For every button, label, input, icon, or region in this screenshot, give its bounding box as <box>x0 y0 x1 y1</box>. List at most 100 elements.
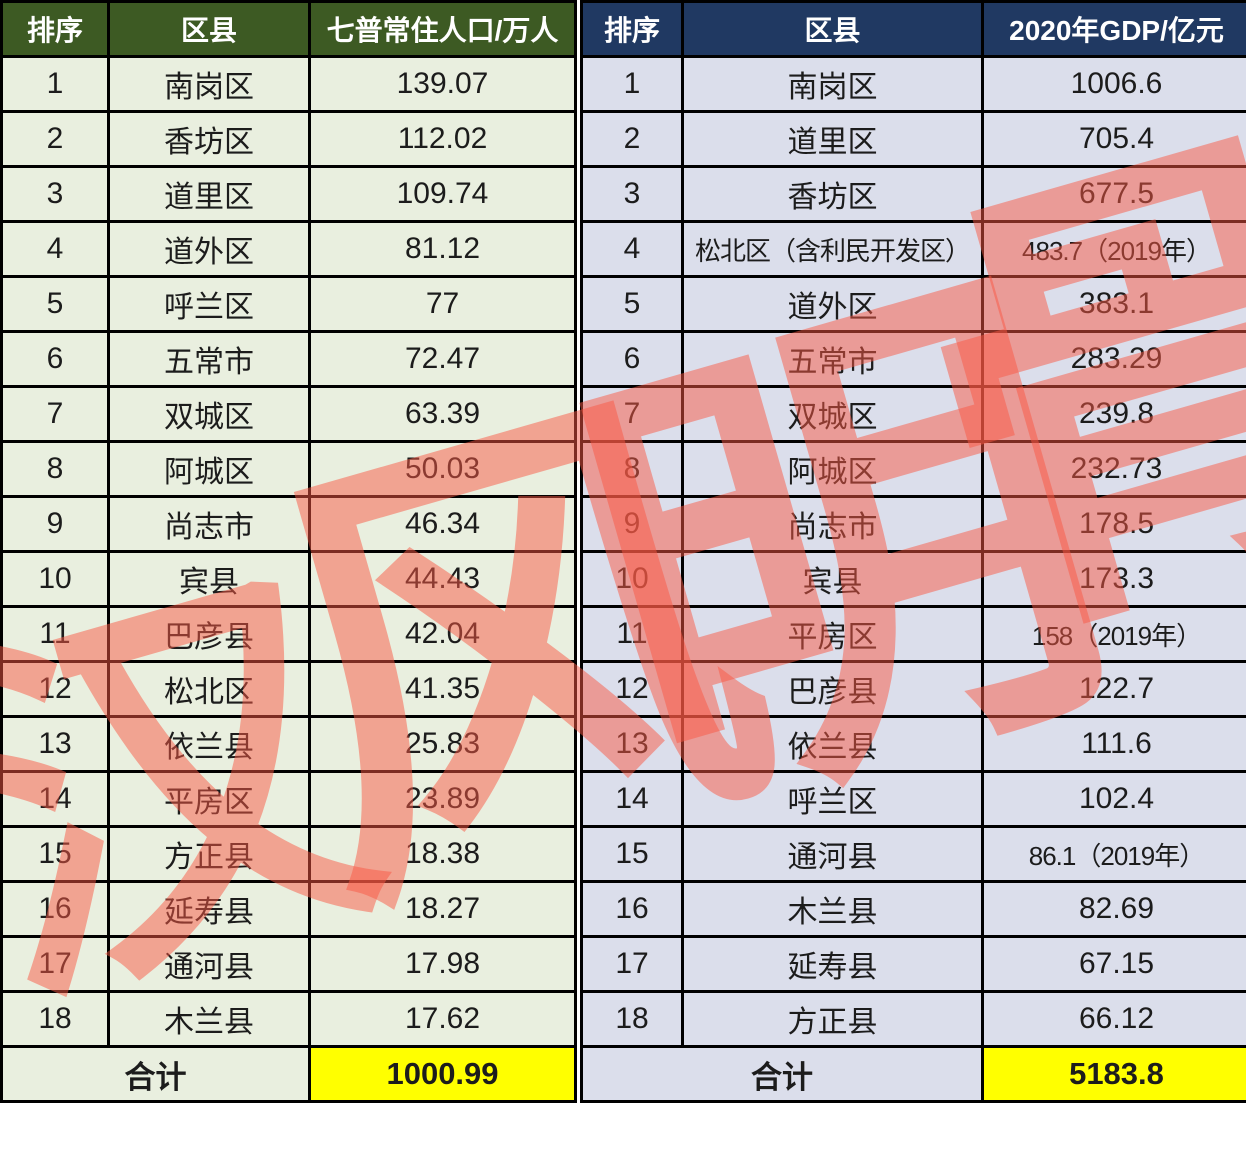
cell-district: 呼兰区 <box>681 770 984 828</box>
cell-value: 677.5 <box>981 165 1246 223</box>
table-row: 7 双城区 239.8 <box>580 385 1246 443</box>
cell-value: 178.5 <box>981 495 1246 553</box>
cell-value: 18.27 <box>308 880 577 938</box>
cell-rank: 8 <box>0 440 110 498</box>
cell-value: 23.89 <box>308 770 577 828</box>
cell-value: 139.07 <box>308 55 577 113</box>
cell-district: 道里区 <box>107 165 311 223</box>
cell-district: 方正县 <box>107 825 311 883</box>
cell-district: 通河县 <box>681 825 984 883</box>
gdp-header-row: 排序 区县 2020年GDP/亿元 <box>580 0 1246 58</box>
cell-rank: 4 <box>580 220 684 278</box>
table-row: 12 松北区 41.35 <box>0 660 577 718</box>
cell-rank: 6 <box>0 330 110 388</box>
population-table-body: 1 南岗区 139.07 2 香坊区 112.02 3 道里区 109.74 4 道外区 81.12 5… <box>0 55 577 1048</box>
table-row: 15 通河县 86.1（2019年） <box>580 825 1246 883</box>
cell-value: 17.62 <box>308 990 577 1048</box>
cell-district: 通河县 <box>107 935 311 993</box>
cell-district: 巴彦县 <box>107 605 311 663</box>
cell-value: 44.43 <box>308 550 577 608</box>
gdp-total-label: 合计 <box>580 1045 984 1103</box>
table-row: 16 延寿县 18.27 <box>0 880 577 938</box>
cell-rank: 15 <box>580 825 684 883</box>
cell-district: 南岗区 <box>107 55 311 113</box>
cell-rank: 13 <box>580 715 684 773</box>
cell-district: 巴彦县 <box>681 660 984 718</box>
table-row: 8 阿城区 232.73 <box>580 440 1246 498</box>
cell-value: 102.4 <box>981 770 1246 828</box>
cell-district: 松北区 <box>107 660 311 718</box>
cell-rank: 1 <box>0 55 110 113</box>
cell-rank: 12 <box>580 660 684 718</box>
cell-district: 平房区 <box>107 770 311 828</box>
gdp-table-body: 1 南岗区 1006.6 2 道里区 705.4 3 香坊区 677.5 4 松北区（含利民开发区）… <box>580 55 1246 1048</box>
cell-district: 依兰县 <box>681 715 984 773</box>
table-row: 4 松北区（含利民开发区） 483.7（2019年） <box>580 220 1246 278</box>
cell-value: 705.4 <box>981 110 1246 168</box>
cell-rank: 17 <box>580 935 684 993</box>
cell-rank: 11 <box>580 605 684 663</box>
cell-value: 383.1 <box>981 275 1246 333</box>
table-row: 5 道外区 383.1 <box>580 275 1246 333</box>
table-row: 1 南岗区 139.07 <box>0 55 577 113</box>
cell-value: 72.47 <box>308 330 577 388</box>
table-row: 8 阿城区 50.03 <box>0 440 577 498</box>
cell-district: 延寿县 <box>681 935 984 993</box>
cell-district: 道外区 <box>107 220 311 278</box>
cell-rank: 12 <box>0 660 110 718</box>
population-value-header: 七普常住人口/万人 <box>308 0 577 58</box>
cell-district: 依兰县 <box>107 715 311 773</box>
table-row: 9 尚志市 178.5 <box>580 495 1246 553</box>
cell-rank: 17 <box>0 935 110 993</box>
table-row: 17 通河县 17.98 <box>0 935 577 993</box>
table-row: 17 延寿县 67.15 <box>580 935 1246 993</box>
cell-rank: 14 <box>0 770 110 828</box>
cell-value: 18.38 <box>308 825 577 883</box>
table-row: 7 双城区 63.39 <box>0 385 577 443</box>
gdp-value-header: 2020年GDP/亿元 <box>981 0 1246 58</box>
cell-value: 66.12 <box>981 990 1246 1048</box>
cell-value: 283.29 <box>981 330 1246 388</box>
cell-rank: 6 <box>580 330 684 388</box>
table-row: 3 香坊区 677.5 <box>580 165 1246 223</box>
cell-rank: 1 <box>580 55 684 113</box>
table-row: 9 尚志市 46.34 <box>0 495 577 553</box>
cell-rank: 8 <box>580 440 684 498</box>
population-rank-header: 排序 <box>0 0 110 58</box>
cell-value: 483.7（2019年） <box>981 220 1246 278</box>
cell-district: 宾县 <box>107 550 311 608</box>
cell-value: 41.35 <box>308 660 577 718</box>
cell-rank: 3 <box>580 165 684 223</box>
table-row: 14 平房区 23.89 <box>0 770 577 828</box>
cell-rank: 4 <box>0 220 110 278</box>
population-district-header: 区县 <box>107 0 311 58</box>
cell-district: 南岗区 <box>681 55 984 113</box>
table-row: 18 方正县 66.12 <box>580 990 1246 1048</box>
cell-rank: 16 <box>0 880 110 938</box>
cell-district: 尚志市 <box>681 495 984 553</box>
cell-district: 方正县 <box>681 990 984 1048</box>
cell-value: 82.69 <box>981 880 1246 938</box>
gdp-total-row: 合计 5183.8 <box>580 1045 1246 1103</box>
cell-value: 25.83 <box>308 715 577 773</box>
table-row: 10 宾县 173.3 <box>580 550 1246 608</box>
cell-rank: 5 <box>580 275 684 333</box>
table-row: 2 道里区 705.4 <box>580 110 1246 168</box>
table-row: 18 木兰县 17.62 <box>0 990 577 1048</box>
table-row: 3 道里区 109.74 <box>0 165 577 223</box>
cell-value: 50.03 <box>308 440 577 498</box>
cell-district: 双城区 <box>681 385 984 443</box>
cell-rank: 14 <box>580 770 684 828</box>
cell-value: 46.34 <box>308 495 577 553</box>
cell-value: 158（2019年） <box>981 605 1246 663</box>
table-row: 6 五常市 283.29 <box>580 330 1246 388</box>
cell-value: 81.12 <box>308 220 577 278</box>
cell-district: 五常市 <box>681 330 984 388</box>
cell-district: 延寿县 <box>107 880 311 938</box>
table-row: 16 木兰县 82.69 <box>580 880 1246 938</box>
cell-rank: 7 <box>0 385 110 443</box>
table-row: 13 依兰县 25.83 <box>0 715 577 773</box>
cell-value: 122.7 <box>981 660 1246 718</box>
cell-district: 呼兰区 <box>107 275 311 333</box>
